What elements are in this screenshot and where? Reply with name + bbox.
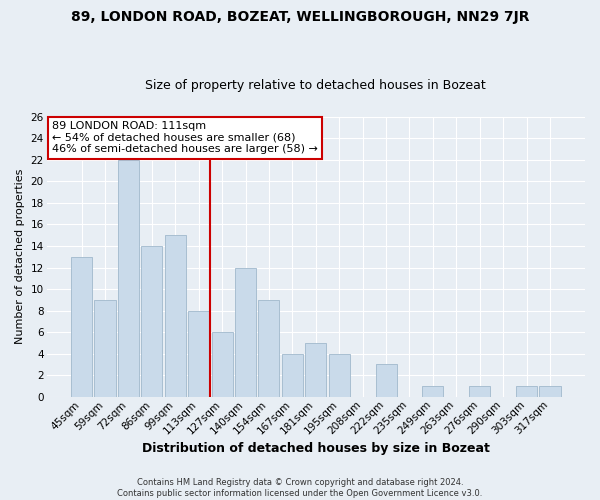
Bar bbox=[212, 332, 233, 397]
Bar bbox=[305, 343, 326, 397]
Text: 89, LONDON ROAD, BOZEAT, WELLINGBOROUGH, NN29 7JR: 89, LONDON ROAD, BOZEAT, WELLINGBOROUGH,… bbox=[71, 10, 529, 24]
Bar bbox=[469, 386, 490, 397]
Bar bbox=[282, 354, 303, 397]
Bar bbox=[165, 236, 186, 397]
Bar bbox=[516, 386, 537, 397]
Bar bbox=[329, 354, 350, 397]
Text: Contains HM Land Registry data © Crown copyright and database right 2024.
Contai: Contains HM Land Registry data © Crown c… bbox=[118, 478, 482, 498]
Bar bbox=[539, 386, 560, 397]
Bar bbox=[259, 300, 280, 397]
Bar bbox=[376, 364, 397, 397]
Y-axis label: Number of detached properties: Number of detached properties bbox=[15, 169, 25, 344]
Bar bbox=[118, 160, 139, 397]
Bar bbox=[94, 300, 116, 397]
Bar bbox=[188, 310, 209, 397]
Title: Size of property relative to detached houses in Bozeat: Size of property relative to detached ho… bbox=[145, 79, 486, 92]
Bar bbox=[142, 246, 163, 397]
X-axis label: Distribution of detached houses by size in Bozeat: Distribution of detached houses by size … bbox=[142, 442, 490, 455]
Text: 89 LONDON ROAD: 111sqm
← 54% of detached houses are smaller (68)
46% of semi-det: 89 LONDON ROAD: 111sqm ← 54% of detached… bbox=[52, 121, 318, 154]
Bar bbox=[71, 257, 92, 397]
Bar bbox=[422, 386, 443, 397]
Bar bbox=[235, 268, 256, 397]
